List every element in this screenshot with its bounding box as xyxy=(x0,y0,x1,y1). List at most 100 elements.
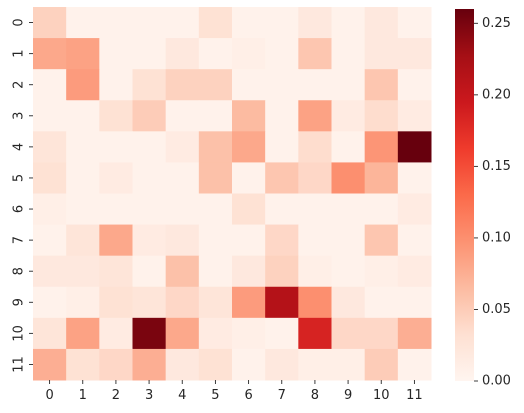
heatmap-cell xyxy=(232,224,266,257)
heatmap-cell xyxy=(33,317,67,350)
heatmap-cell xyxy=(132,224,167,257)
heatmap-cell xyxy=(265,317,299,350)
heatmap-cell xyxy=(198,286,233,319)
heatmap-cell xyxy=(265,255,299,288)
heatmap-cell xyxy=(265,224,299,257)
x-tick-label: 3 xyxy=(145,388,153,403)
heatmap-cell xyxy=(132,131,167,163)
heatmap-cell xyxy=(331,193,366,226)
y-tick-label: 7 xyxy=(12,236,27,244)
y-tick-label: 3 xyxy=(12,112,27,120)
heatmap-cell xyxy=(165,7,200,39)
heatmap-cell xyxy=(99,193,133,226)
heatmap-cell xyxy=(132,162,167,194)
heatmap-cell xyxy=(99,100,133,132)
x-tick-label: 4 xyxy=(178,388,186,403)
heatmap-cell xyxy=(99,255,133,288)
heatmap-cells xyxy=(33,7,432,381)
heatmap-cell xyxy=(198,317,233,350)
heatmap-cell xyxy=(265,193,299,226)
heatmap-cell xyxy=(165,255,200,288)
heatmap-cell xyxy=(265,100,299,132)
colorbar-gradient xyxy=(455,9,474,381)
heatmap-cell xyxy=(132,348,167,381)
heatmap-cell xyxy=(33,7,67,39)
heatmap-cell xyxy=(364,193,399,226)
x-tick-label: 8 xyxy=(311,388,319,403)
heatmap-cell xyxy=(33,162,67,194)
heatmap-cell xyxy=(331,255,366,288)
heatmap-cell xyxy=(331,69,366,101)
heatmap-cell xyxy=(198,69,233,101)
x-tick-label: 1 xyxy=(79,388,87,403)
heatmap-cell xyxy=(331,38,366,70)
heatmap-cell xyxy=(364,100,399,132)
heatmap-cell xyxy=(265,38,299,70)
heatmap-cell xyxy=(99,69,133,101)
y-tick-label: 4 xyxy=(12,143,27,151)
heatmap-cell xyxy=(298,131,332,163)
heatmap-cell xyxy=(165,100,200,132)
heatmap-cell xyxy=(397,38,432,70)
y-tick-label: 1 xyxy=(12,49,27,57)
heatmap-cell xyxy=(298,348,332,381)
heatmap-cell xyxy=(364,348,399,381)
heatmap-cell xyxy=(198,348,233,381)
heatmap-cell xyxy=(99,131,133,163)
heatmap-cell xyxy=(397,286,432,319)
heatmap-cell xyxy=(298,7,332,39)
heatmap-cell xyxy=(331,7,366,39)
heatmap-cell xyxy=(397,69,432,101)
heatmap-cell xyxy=(198,131,233,163)
heatmap-cell xyxy=(165,131,200,163)
y-tick-label: 8 xyxy=(12,267,27,275)
heatmap-cell xyxy=(66,255,100,288)
heatmap-cell xyxy=(132,255,167,288)
heatmap-cell xyxy=(298,224,332,257)
heatmap-cell xyxy=(232,255,266,288)
heatmap-cell xyxy=(331,348,366,381)
heatmap-cell xyxy=(265,286,299,319)
heatmap-cell xyxy=(132,38,167,70)
colorbar-ticks: 0.00 0.05 0.10 0.15 0.20 0.25 xyxy=(474,16,511,389)
heatmap-cell xyxy=(232,100,266,132)
heatmap-cell xyxy=(132,7,167,39)
x-tick-label: 7 xyxy=(278,388,286,403)
x-tick-label: 2 xyxy=(112,388,120,403)
heatmap-cell xyxy=(298,69,332,101)
heatmap-cell xyxy=(33,286,67,319)
y-tick-label: 10 xyxy=(12,325,27,342)
x-axis-ticks: 0 1 2 3 4 5 6 7 8 9 10 11 xyxy=(45,380,423,403)
heatmap-cell xyxy=(397,100,432,132)
heatmap-cell xyxy=(165,317,200,350)
heatmap-cell xyxy=(298,317,332,350)
y-tick-label: 9 xyxy=(12,298,27,306)
heatmap-cell xyxy=(66,348,100,381)
colorbar-tick-label: 0.25 xyxy=(482,16,511,31)
heatmap-cell xyxy=(364,224,399,257)
heatmap-cell xyxy=(298,255,332,288)
heatmap-cell xyxy=(232,286,266,319)
x-tick-label: 6 xyxy=(244,388,252,403)
heatmap-cell xyxy=(66,7,100,39)
heatmap-cell xyxy=(298,162,332,194)
heatmap-cell xyxy=(298,193,332,226)
heatmap-cell xyxy=(397,348,432,381)
heatmap-cell xyxy=(232,162,266,194)
y-tick-label: 6 xyxy=(12,205,27,213)
heatmap-cell xyxy=(99,348,133,381)
x-tick-label: 0 xyxy=(45,388,53,403)
heatmap-cell xyxy=(397,255,432,288)
heatmap-cell xyxy=(397,131,432,163)
heatmap-cell xyxy=(364,162,399,194)
y-axis-ticks: 0 1 2 3 4 5 6 7 8 9 10 11 xyxy=(12,18,33,373)
heatmap-cell xyxy=(198,224,233,257)
heatmap-cell xyxy=(198,38,233,70)
heatmap-cell xyxy=(132,193,167,226)
heatmap-cell xyxy=(331,162,366,194)
heatmap-cell xyxy=(165,162,200,194)
heatmap-cell xyxy=(66,131,100,163)
heatmap-cell xyxy=(364,255,399,288)
heatmap-cell xyxy=(331,100,366,132)
